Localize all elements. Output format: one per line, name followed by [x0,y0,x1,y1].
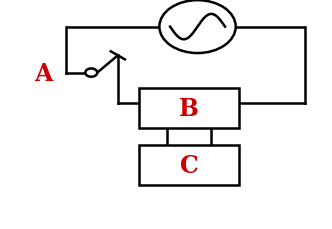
Text: B: B [179,96,199,120]
Bar [139,88,239,128]
Bar [139,145,239,185]
Text: C: C [180,153,199,177]
Circle shape [159,1,236,54]
Text: A: A [34,61,52,85]
Circle shape [85,69,97,77]
